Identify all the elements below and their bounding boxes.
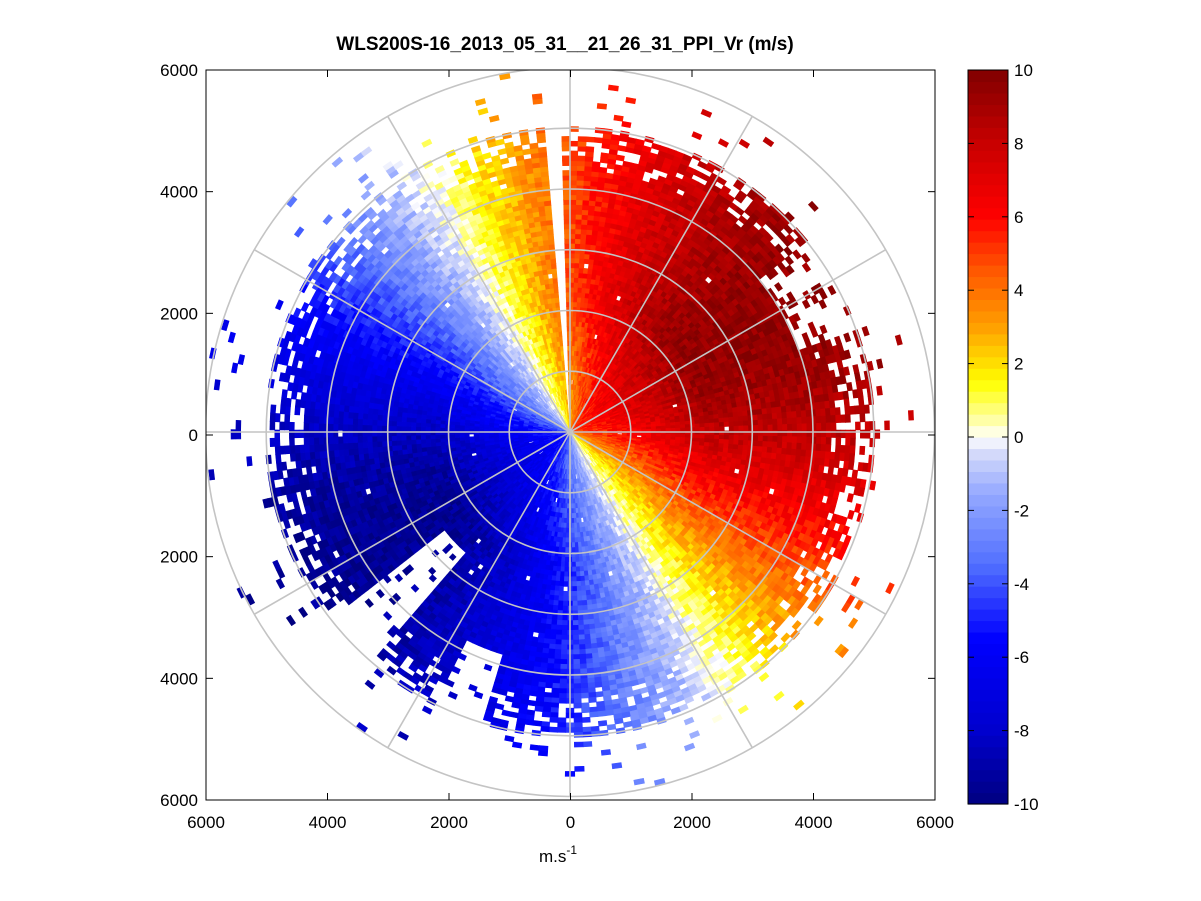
velocity-cell [582, 516, 587, 523]
velocity-cell [679, 424, 686, 429]
velocity-cell [680, 433, 686, 438]
velocity-cell [651, 428, 657, 432]
velocity-cell [565, 398, 569, 405]
velocity-cell [459, 433, 465, 438]
velocity-cell [541, 429, 548, 431]
velocity-cell [468, 436, 475, 441]
velocity-cell [556, 497, 561, 504]
velocity-cell [459, 436, 465, 441]
velocity-cell [564, 389, 568, 395]
velocity-cell [564, 542, 569, 548]
velocity-cell [557, 321, 562, 328]
velocity-cell [572, 316, 577, 322]
velocity-cell [570, 508, 574, 514]
velocity-cell [675, 427, 681, 432]
velocity-cell [560, 345, 564, 352]
velocity-cell [563, 379, 567, 386]
velocity-cell [636, 433, 643, 436]
velocity-cell [665, 428, 672, 432]
velocity-cell [468, 428, 475, 432]
velocity-cell [573, 532, 578, 539]
velocity-cell [478, 433, 485, 437]
velocity-cell [567, 413, 570, 420]
velocity-cell [564, 384, 567, 391]
velocity-cell [562, 364, 566, 371]
velocity-cell [557, 326, 562, 332]
velocity-cell [655, 428, 662, 432]
velocity-cell [561, 360, 565, 366]
velocity-cell [680, 427, 686, 432]
velocity-cell [558, 331, 563, 337]
velocity-cell [559, 340, 564, 347]
velocity-cell [565, 394, 568, 400]
velocity-cell [563, 374, 566, 381]
velocity-cell [459, 427, 465, 432]
velocity-cell [641, 428, 647, 432]
velocity-cell [571, 542, 576, 548]
velocity-cell [558, 335, 563, 342]
velocity-cell [574, 537, 579, 543]
velocity-cell [566, 403, 569, 410]
velocity-cell [675, 433, 681, 438]
velocity-cell [570, 522, 575, 529]
velocity-cell [670, 427, 677, 432]
velocity-cell [570, 527, 575, 534]
velocity-cell [561, 355, 565, 362]
chart-title: WLS200S-16_2013_05_31__21_26_31_PPI_Vr (… [336, 34, 793, 55]
velocity-cell [660, 428, 667, 432]
velocity-cell [560, 350, 564, 357]
velocity-cell [463, 433, 470, 438]
velocity-cell [571, 532, 575, 539]
velocity-cell [570, 517, 575, 524]
velocity-cell [571, 537, 575, 544]
velocity-cell [574, 542, 579, 548]
velocity-cell [675, 424, 681, 429]
velocity-cell [473, 433, 480, 438]
velocity-cell [665, 425, 672, 429]
